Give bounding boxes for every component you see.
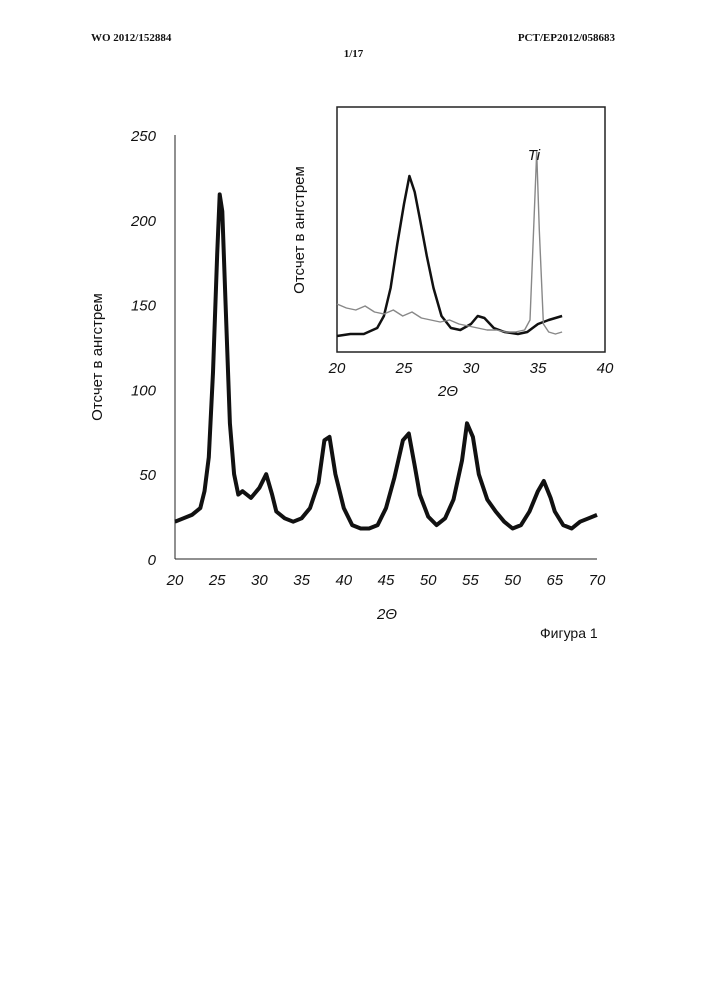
x-tick-label: 40 [335, 572, 352, 589]
x-tick-label: 50 [420, 572, 437, 589]
inset-x-axis-title: 2Θ [437, 383, 458, 400]
inset-frame [337, 107, 605, 352]
figure-caption: Фигура 1 [540, 625, 598, 641]
inset-x-tick-label: 35 [530, 360, 547, 377]
x-tick-label: 25 [208, 572, 226, 589]
inset-y-axis-title: Отсчет в ангстрем [291, 166, 308, 294]
inset-x-tick-label: 40 [597, 360, 614, 377]
x-tick-label: 55 [462, 572, 479, 589]
inset-annotation-ti: Ti [528, 147, 541, 164]
x-tick-label: 50 [504, 572, 521, 589]
x-tick-label: 70 [589, 572, 606, 589]
y-tick-label: 200 [130, 213, 157, 230]
y-tick-label: 150 [131, 298, 157, 315]
y-tick-label: 50 [139, 467, 156, 484]
x-tick-label: 30 [251, 572, 268, 589]
y-tick-label: 100 [131, 382, 157, 399]
x-tick-label: 20 [166, 572, 184, 589]
inset-x-tick-label: 20 [328, 360, 346, 377]
inset-x-tick-label: 30 [463, 360, 480, 377]
x-tick-label: 45 [378, 572, 395, 589]
inset-x-tick-label: 25 [395, 360, 413, 377]
x-tick-label: 35 [293, 572, 310, 589]
x-tick-label: 65 [546, 572, 563, 589]
x-axis-title: 2Θ [376, 606, 397, 623]
y-tick-label: 250 [130, 128, 157, 145]
y-axis-title: Отсчет в ангстрем [89, 293, 106, 421]
y-tick-label: 0 [148, 552, 157, 569]
